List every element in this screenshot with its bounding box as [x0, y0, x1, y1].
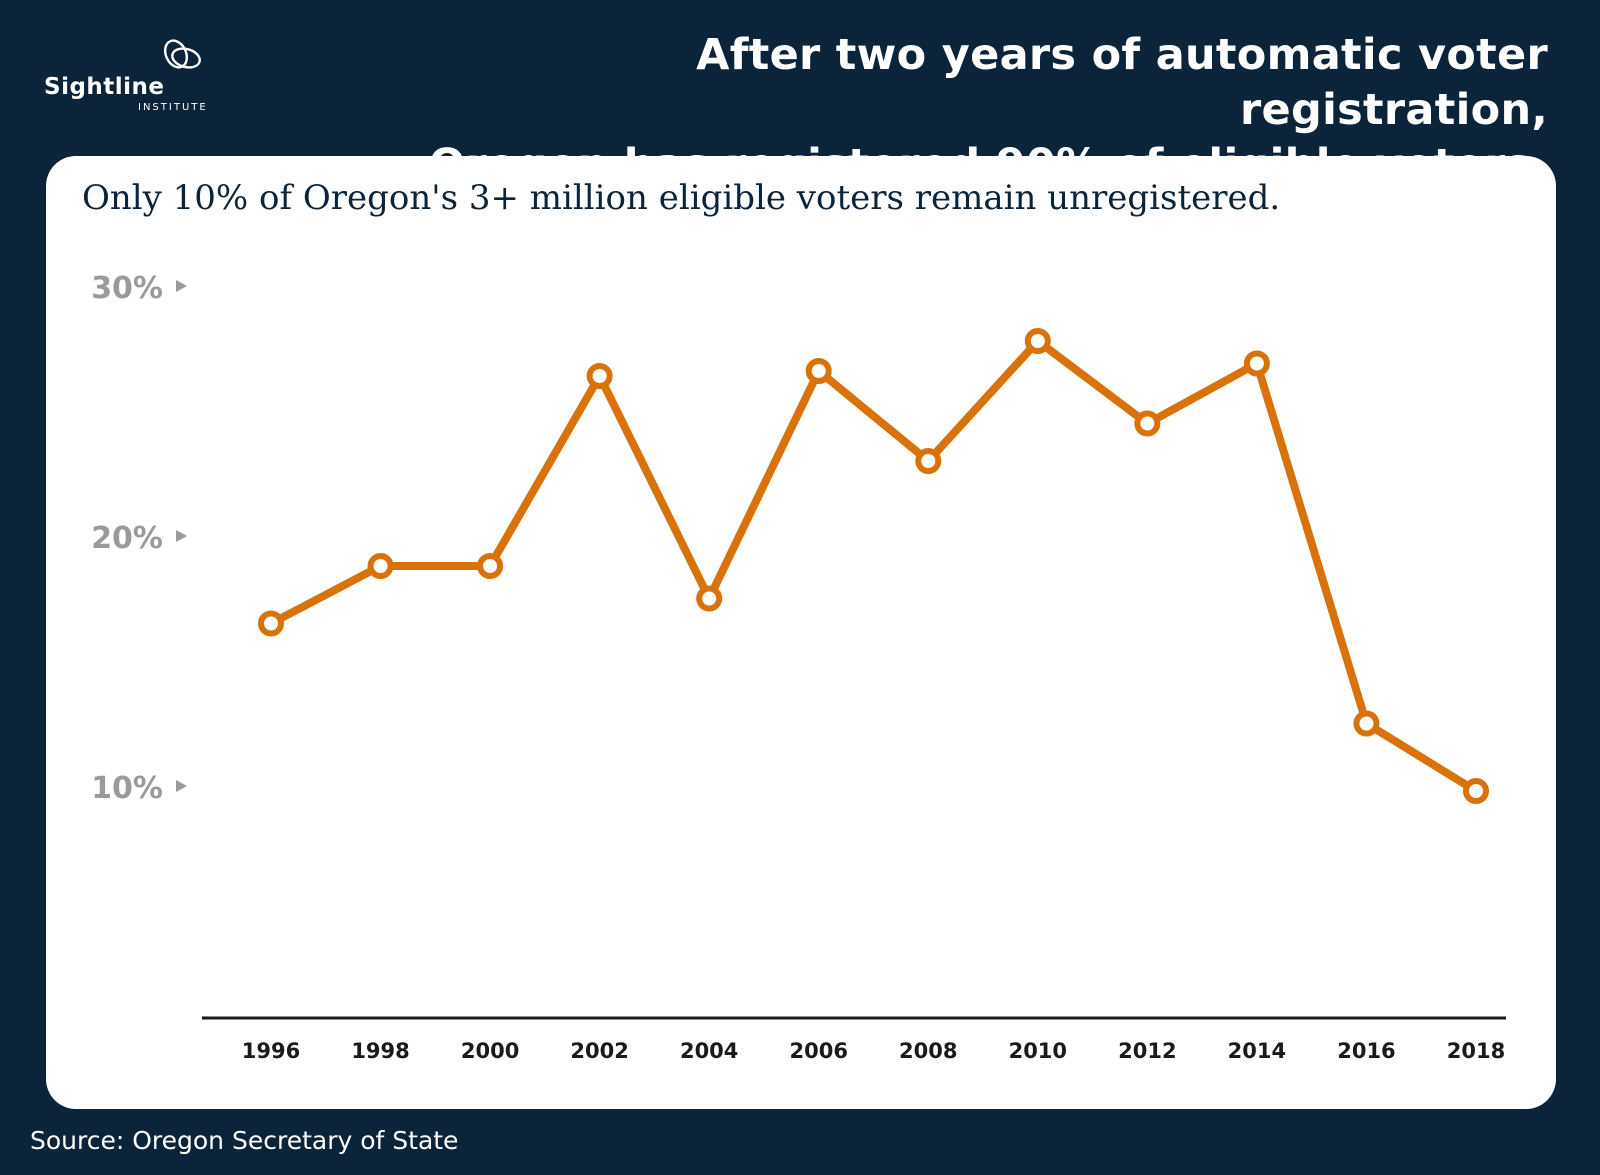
- y-tick-arrow: [176, 530, 187, 542]
- x-tick-label: 2012: [1118, 1039, 1176, 1063]
- data-point: [586, 363, 613, 389]
- headline-line-1: After two years of automatic voter regis…: [696, 30, 1548, 135]
- data-point: [1024, 328, 1051, 354]
- y-tick-label: 30%: [91, 271, 163, 306]
- data-point: [1353, 710, 1380, 737]
- x-tick-label: 2002: [570, 1039, 628, 1063]
- data-point: [1243, 350, 1270, 377]
- data-point: [367, 553, 394, 579]
- chart-title: Only 10% of Oregon's 3+ million eligible…: [82, 178, 1281, 218]
- x-tick-label: 2008: [899, 1039, 957, 1063]
- sightline-logo: Sightline INSTITUTE: [44, 34, 206, 114]
- x-tick-label: 1998: [351, 1039, 409, 1063]
- y-tick-label: 10%: [91, 771, 163, 806]
- x-tick-label: 2018: [1447, 1039, 1505, 1063]
- x-tick-label: 2004: [680, 1039, 738, 1063]
- data-point: [1134, 410, 1161, 437]
- x-tick-label: 1996: [242, 1039, 300, 1063]
- source-note: Source: Oregon Secretary of State: [30, 1126, 459, 1155]
- y-tick-label: 20%: [91, 521, 163, 556]
- y-tick-arrow: [176, 280, 187, 292]
- x-tick-label: 2016: [1337, 1039, 1395, 1063]
- logo-name: Sightline: [44, 74, 165, 100]
- x-tick-label: 2006: [790, 1039, 848, 1063]
- line-chart: 30% 20% 10% 1996 1998 2000 2002 2004 2006 2008 201…: [91, 271, 1506, 1063]
- x-tick-label: 2000: [461, 1039, 519, 1063]
- sightline-logo-icon: [163, 39, 201, 69]
- logo-subtitle: INSTITUTE: [138, 102, 208, 113]
- data-point: [477, 553, 504, 579]
- data-point: [258, 610, 284, 637]
- x-tick-label: 2010: [1009, 1039, 1067, 1063]
- data-point: [1463, 778, 1489, 804]
- chart-card: Only 10% of Oregon's 3+ million eligible…: [46, 156, 1556, 1109]
- data-point: [696, 585, 723, 612]
- x-tick-label: 2014: [1228, 1039, 1286, 1063]
- series-line: [267, 337, 1480, 795]
- data-point: [915, 448, 942, 474]
- y-tick-arrow: [176, 780, 187, 792]
- data-point: [805, 358, 832, 384]
